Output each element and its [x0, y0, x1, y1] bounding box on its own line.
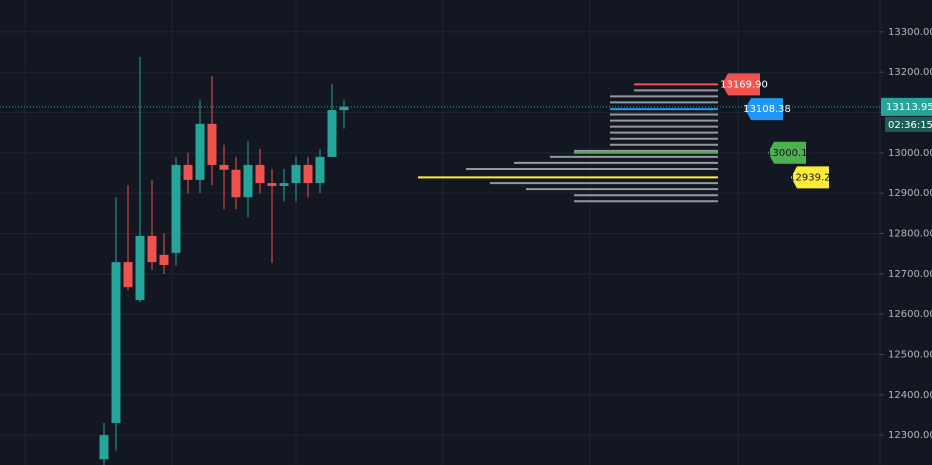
level-tag	[745, 98, 783, 121]
countdown-label: 02:36:15	[888, 120, 932, 131]
candle-body	[279, 183, 289, 186]
y-tick-label: 12800.00	[888, 229, 932, 240]
level-label: 12939.22	[789, 172, 837, 183]
level-label: 13000.14	[766, 148, 814, 159]
candle-body	[267, 183, 277, 186]
level-tag	[768, 141, 806, 164]
candle-body	[255, 164, 265, 184]
y-tick-label: 12700.00	[888, 269, 932, 280]
candle-body	[291, 164, 301, 184]
y-tick-label: 12300.00	[888, 430, 932, 441]
candle-body	[231, 169, 241, 198]
candle-body	[195, 123, 205, 180]
last-price-tag	[881, 97, 932, 116]
candle-body	[123, 262, 133, 288]
level-label: 13108.38	[743, 104, 791, 115]
countdown-tag	[885, 116, 932, 132]
candle-body	[111, 262, 121, 424]
candle-body	[159, 254, 169, 265]
level-label: 13169.90	[720, 79, 768, 90]
last-price-label: 13113.95	[886, 102, 932, 113]
y-tick-label: 12500.00	[888, 349, 932, 360]
candle-body	[183, 164, 193, 180]
candle-body	[135, 235, 145, 301]
candle-body	[243, 164, 253, 198]
y-tick-label: 12600.00	[888, 309, 932, 320]
candle-body	[315, 156, 325, 184]
candle-body	[99, 435, 109, 460]
candle-body	[207, 123, 217, 165]
candle-body	[327, 110, 337, 157]
level-tag	[791, 166, 829, 189]
y-tick-label: 13200.00	[888, 67, 932, 78]
candle-body	[147, 235, 157, 263]
y-tick-label: 12900.00	[888, 188, 932, 199]
candle-body	[339, 106, 349, 111]
candle-body	[171, 164, 181, 253]
y-tick-label: 12400.00	[888, 390, 932, 401]
y-tick-label: 13000.00	[888, 148, 932, 159]
candle-body	[219, 164, 229, 170]
level-tag	[722, 73, 760, 96]
candle-body	[303, 164, 313, 184]
y-tick-label: 13300.00	[888, 27, 932, 38]
